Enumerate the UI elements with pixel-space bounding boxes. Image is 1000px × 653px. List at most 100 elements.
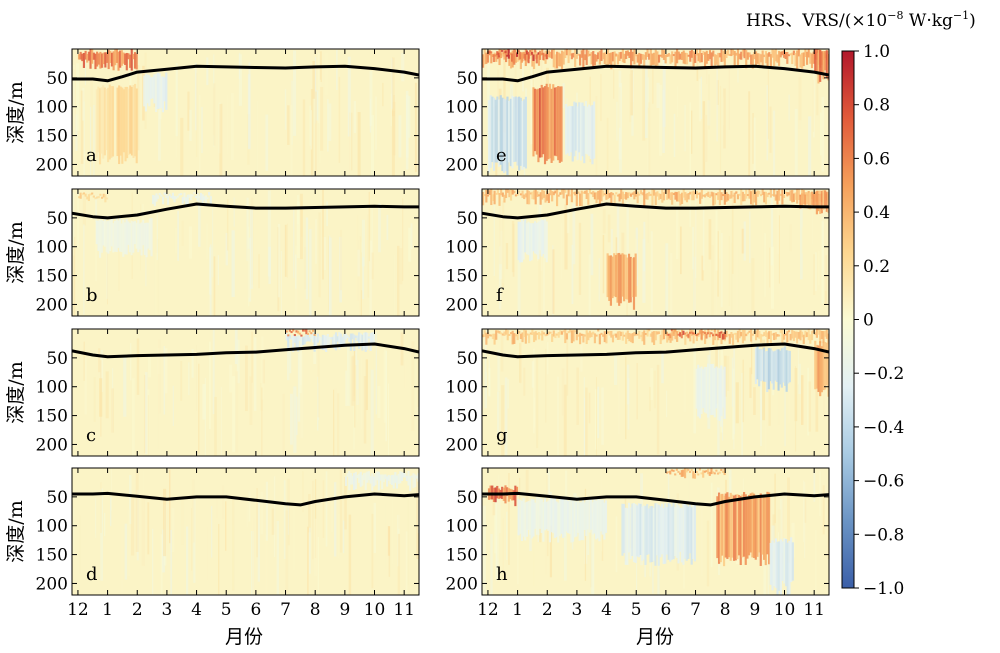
panel-frame [481,328,830,457]
heatmap-cell [238,54,243,106]
heatmap-cell [126,86,129,159]
heatmap-cell [682,330,685,335]
heatmap-cell [573,499,576,538]
heatmap-cell [554,333,557,339]
heatmap-cell [531,49,534,67]
heatmap-cell [346,473,349,477]
y-tick-label: 150 [446,127,478,147]
heatmap-cell [145,222,148,258]
heatmap-cell [784,191,787,194]
heatmap-cell [164,348,168,394]
heatmap-cell [333,334,336,350]
heatmap-cell [695,192,697,278]
y-tick-label: 100 [446,378,478,398]
heatmap-cell [797,49,800,57]
heatmap-cell [483,49,486,65]
heatmap-cell [820,190,823,214]
heatmap-cell [625,356,627,440]
heatmap-cell [515,486,519,496]
heatmap-cell [188,194,191,198]
heatmap-cell [526,333,529,336]
heatmap-cell [485,225,489,283]
heatmap-cell [248,491,251,522]
heatmap-cell [81,193,84,196]
y-axis-title: 深度/m [5,500,27,562]
heatmap-cell [648,329,651,332]
colorbar-ticks: 1.00.80.60.40.20−0.2−0.4−0.6−0.8−1.0 [854,42,904,599]
heatmap-cell [633,331,636,337]
heatmap-cell [621,503,624,556]
heatmap-cell [551,49,554,59]
heatmap-cell [820,346,823,393]
heatmap-cell [804,330,807,338]
colorbar-title-main: HRS、VRS/(×10 [746,11,887,31]
heatmap-cell [736,494,739,560]
heatmap-cell [689,191,692,195]
heatmap-cell [500,53,503,59]
heatmap-cell [759,194,763,197]
heatmap-cell [517,49,520,52]
heatmap-cell [692,190,695,201]
heatmap-cell [484,372,488,409]
heatmap-cell [410,475,413,478]
heatmap-cell [825,50,828,79]
heatmap-cell [492,491,496,516]
heatmap-cell [83,224,85,315]
heatmap-cell [105,52,109,63]
heatmap-cell [503,98,506,173]
heatmap-cell [774,49,777,62]
heatmap-cell [103,512,106,537]
panel-frame [481,467,830,596]
heatmap-cell [700,329,703,340]
heatmap-cell [369,476,372,484]
heatmap-cell [331,498,334,533]
heatmap-cell [378,203,381,253]
heatmap-cell [313,333,316,336]
heatmap-cell [89,49,92,69]
heatmap-cell [334,482,337,557]
heatmap-cell [631,333,634,344]
heatmap-cell [524,330,527,344]
heatmap-cell [364,332,367,352]
heatmap-cell [94,197,97,200]
heatmap-cell [110,52,114,67]
heatmap-cell [75,114,78,151]
heatmap-cell [764,495,767,566]
heatmap-cell [97,53,100,65]
heatmap-cell [532,332,536,343]
heatmap-cell [689,329,692,342]
panel-label: f [496,285,504,306]
heatmap-cell [543,225,545,313]
heatmap-cell [387,474,390,481]
heatmap-cell [542,87,545,155]
heatmap-cell [699,332,702,335]
heatmap-cell [557,86,560,161]
heatmap-cell [569,194,572,197]
heatmap-cell [737,494,741,556]
heatmap-cell [189,109,192,141]
heatmap-cell [571,106,574,162]
heatmap-cell [726,492,729,559]
heatmap-cell [490,51,493,64]
heatmap-cell [540,219,543,257]
heatmap-cell [809,334,812,344]
y-tick-label: 50 [456,488,478,508]
heatmap-cell [723,189,726,205]
heatmap-cell [723,49,726,69]
heatmap-cell [720,468,723,471]
heatmap-cell [104,219,107,247]
heatmap-cell [130,86,133,156]
heatmap-cell [659,84,662,156]
heatmap-cell [814,49,817,71]
heatmap-cell [669,470,672,475]
heatmap-cell [697,53,700,62]
heatmap-cell [199,192,203,200]
heatmap-cell [508,333,511,336]
heatmap-cell [148,75,151,107]
heatmap-cell [766,350,769,392]
heatmap-cell [702,51,705,55]
heatmap-cell [643,221,646,272]
heatmap-cell [716,472,720,475]
heatmap-cell [715,366,718,409]
heatmap-cell [708,50,712,60]
